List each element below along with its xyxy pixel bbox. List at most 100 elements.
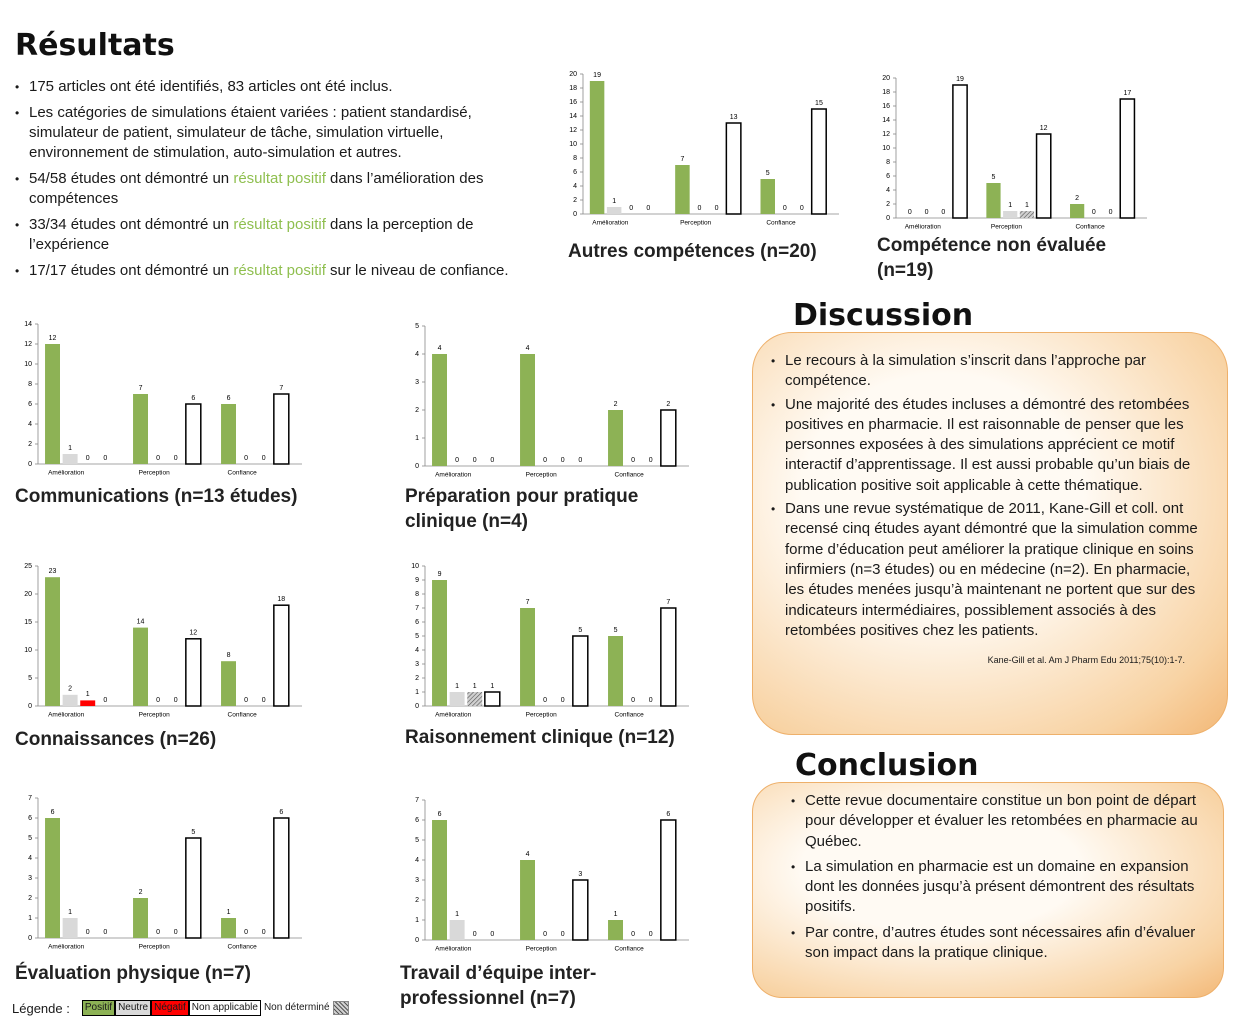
value-label: 0: [262, 929, 266, 936]
discussion-bullet: Dans une revue systématique de 2011, Kan…: [771, 499, 1207, 641]
legend-item: Non applicable: [188, 1000, 261, 1016]
text-segment: 33/34 études ont démontré un: [29, 216, 234, 233]
value-label: 0: [174, 697, 178, 704]
bar: [484, 691, 501, 707]
value-label: 8: [227, 652, 231, 659]
y-tick-label: 16: [882, 103, 890, 110]
y-tick-label: 9: [415, 577, 419, 584]
y-tick-label: 10: [882, 145, 890, 152]
x-tick-label: Perception: [139, 712, 170, 719]
value-label: 14: [137, 618, 145, 625]
result-bullet: Les catégories de simulations étaient va…: [15, 103, 540, 163]
value-label: 0: [649, 697, 653, 704]
x-tick-label: Confiance: [615, 712, 645, 719]
y-tick-label: 6: [28, 401, 32, 408]
x-tick-label: Perception: [526, 712, 557, 719]
y-tick-label: 8: [28, 381, 32, 388]
value-label: 0: [174, 455, 178, 462]
value-label: 23: [49, 568, 57, 575]
legend-swatch: [332, 1001, 349, 1015]
y-tick-label: 4: [28, 421, 32, 428]
y-tick-label: 10: [24, 647, 32, 654]
y-tick-label: 5: [415, 633, 419, 640]
value-label: 0: [578, 457, 582, 464]
y-tick-label: 2: [28, 441, 32, 448]
bar: [449, 692, 465, 706]
bar: [760, 179, 775, 214]
y-tick-label: 7: [28, 795, 32, 802]
value-label: 6: [666, 811, 670, 818]
value-label: 0: [649, 457, 653, 464]
y-tick-label: 7: [415, 797, 419, 804]
x-tick-label: Confiance: [1075, 224, 1105, 231]
text-segment: 54/58 études ont démontré un: [29, 170, 234, 187]
value-label: 0: [925, 209, 929, 216]
value-label: 0: [631, 931, 635, 938]
value-label: 1: [473, 683, 477, 690]
value-label: 0: [715, 205, 719, 212]
result-bullet: 175 articles ont été identifiés, 83 arti…: [15, 77, 540, 97]
y-tick-label: 3: [415, 661, 419, 668]
value-label: 0: [103, 455, 107, 462]
value-label: 1: [455, 683, 459, 690]
y-tick-label: 6: [28, 815, 32, 822]
value-label: 12: [1040, 125, 1048, 132]
discussion-title: Discussion: [793, 298, 974, 333]
bar: [432, 354, 447, 466]
value-label: 5: [191, 829, 195, 836]
value-label: 0: [473, 931, 477, 938]
y-tick-label: 14: [569, 113, 577, 120]
text-segment: dans l’amélioration des compétences: [29, 170, 484, 207]
x-tick-label: Perception: [139, 470, 170, 477]
bar: [133, 898, 148, 938]
y-tick-label: 0: [28, 703, 32, 710]
bar: [133, 394, 148, 464]
bar: [221, 661, 236, 706]
value-label: 0: [86, 455, 90, 462]
y-tick-label: 4: [28, 855, 32, 862]
value-label: 7: [666, 599, 670, 606]
value-label: 0: [543, 697, 547, 704]
value-label: 0: [631, 457, 635, 464]
value-label: 0: [262, 455, 266, 462]
text-segment: 17/17 études ont démontré un: [29, 262, 234, 279]
bar: [572, 635, 589, 707]
y-tick-label: 1: [28, 915, 32, 922]
value-label: 2: [68, 686, 72, 693]
bar: [952, 84, 968, 219]
y-tick-label: 1: [415, 917, 419, 924]
value-label: 0: [455, 457, 459, 464]
value-label: 0: [156, 455, 160, 462]
bar: [432, 820, 447, 940]
value-label: 0: [490, 457, 494, 464]
result-bullet: 33/34 études ont démontré un résultat po…: [15, 215, 540, 255]
value-label: 12: [49, 335, 57, 342]
result-bullet: 17/17 études ont démontré un résultat po…: [15, 261, 540, 281]
conclusion-box: Cette revue documentaire constitue un bo…: [752, 782, 1224, 998]
bar: [185, 837, 202, 939]
y-tick-label: 2: [415, 897, 419, 904]
bar: [449, 920, 465, 940]
value-label: 0: [629, 205, 633, 212]
bar: [62, 918, 78, 938]
bar: [62, 694, 78, 706]
x-tick-label: Confiance: [228, 470, 258, 477]
bar: [725, 122, 742, 215]
value-label: 7: [279, 385, 283, 392]
bar: [1070, 204, 1085, 218]
value-label: 5: [766, 170, 770, 177]
bar-chart: 0 1 2 3 4 5 6 7 8 9 10 Amélioration 9 1 1 1 Perception 7 0…: [411, 563, 689, 719]
text-segment: dans la perception de l’expérience: [29, 216, 474, 253]
bar-chart: 0 1 2 3 4 5 6 7 Amélioration 6 1 0 0 Perception 2 0 0 5 Co…: [28, 795, 302, 951]
value-label: 19: [956, 76, 964, 83]
value-label: 2: [614, 401, 618, 408]
value-label: 0: [473, 457, 477, 464]
result-bullet: 54/58 études ont démontré un résultat po…: [15, 169, 540, 209]
value-label: 0: [1092, 209, 1096, 216]
y-tick-label: 8: [415, 591, 419, 598]
y-tick-label: 14: [24, 321, 32, 328]
bar: [62, 454, 78, 464]
y-tick-label: 8: [573, 155, 577, 162]
